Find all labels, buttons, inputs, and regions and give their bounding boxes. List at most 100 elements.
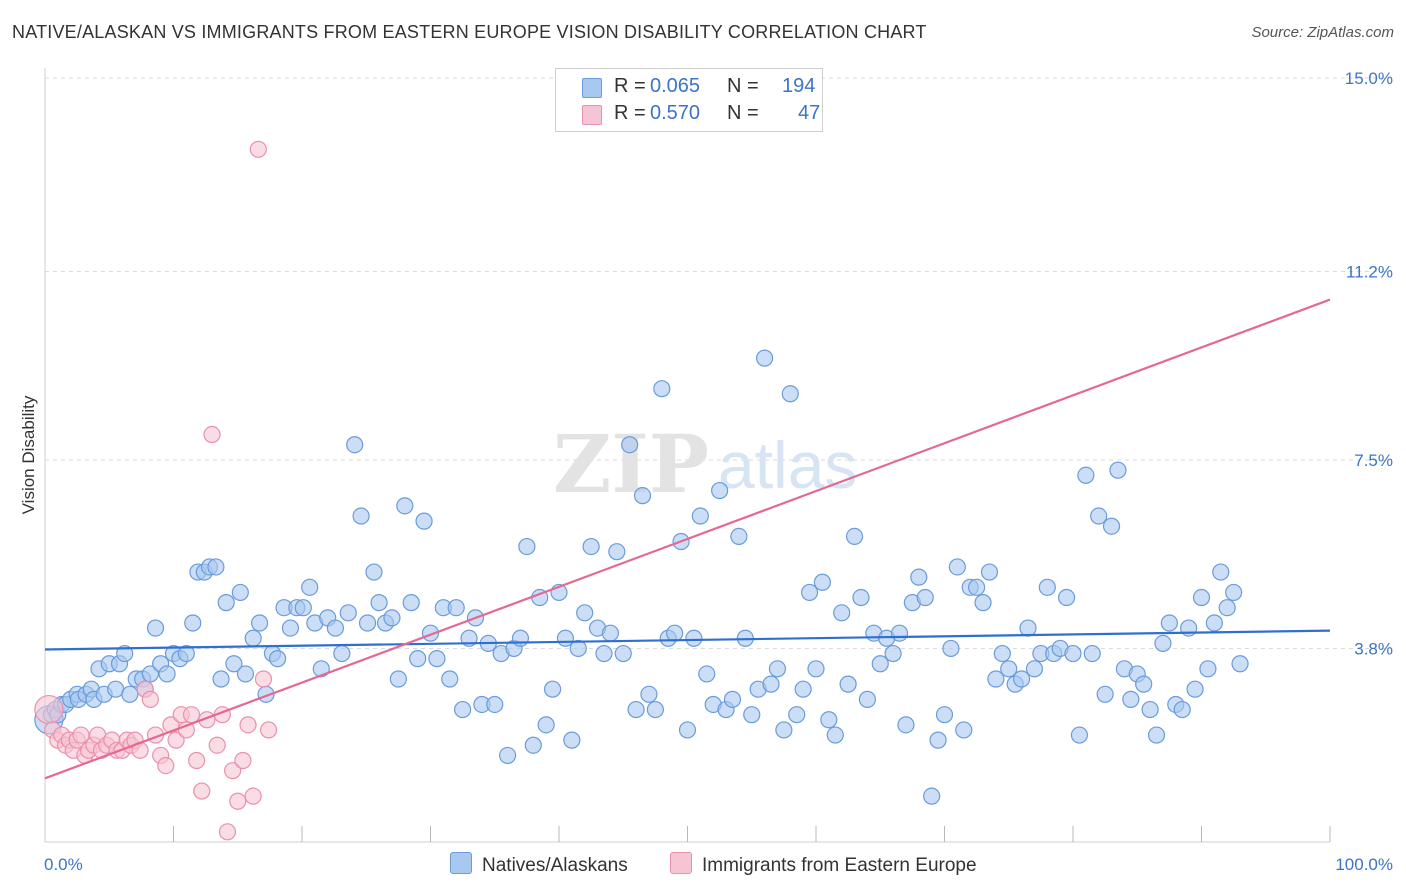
natives-point: [1122, 690, 1140, 708]
x-tick-label: 0.0%: [44, 855, 83, 874]
natives-point: [250, 614, 269, 632]
natives-point: [691, 507, 709, 525]
natives-point: [1102, 517, 1121, 535]
natives-point: [627, 700, 645, 719]
natives-point: [762, 675, 780, 693]
natives-point: [788, 706, 806, 724]
natives-point: [326, 619, 345, 637]
natives-point: [935, 706, 954, 724]
natives-point: [217, 594, 235, 612]
natives-point: [121, 685, 139, 703]
y-axis-title: Vision Disability: [19, 395, 38, 514]
immigrants-point: [244, 787, 262, 805]
natives-point: [646, 700, 664, 719]
immigrants-point: [167, 731, 185, 749]
natives-point: [980, 563, 999, 581]
natives-point: [365, 563, 383, 581]
immigrants-point: [193, 782, 211, 800]
natives-point: [955, 721, 973, 739]
legend-swatch-blue: [582, 78, 602, 98]
natives-point: [1218, 599, 1236, 617]
natives-point: [781, 385, 799, 403]
natives-point: [212, 670, 230, 688]
natives-point: [511, 629, 530, 647]
natives-point: [454, 700, 472, 719]
natives-point: [1212, 563, 1230, 581]
immigrants-point: [157, 756, 175, 775]
natives-point: [858, 690, 877, 708]
natives-point: [711, 481, 729, 500]
natives-point: [916, 588, 934, 607]
immigrants-point: [259, 721, 278, 739]
natives-point: [370, 594, 388, 612]
natives-point: [1057, 588, 1076, 607]
natives-point: [1096, 685, 1114, 703]
natives-point: [1090, 507, 1108, 525]
immigrants-point: [229, 792, 247, 810]
natives-point: [358, 614, 377, 632]
natives-point: [236, 665, 255, 683]
natives-point: [301, 578, 319, 596]
natives-point: [158, 665, 176, 683]
source-label: Source: ZipAtlas.com: [1251, 24, 1394, 41]
natives-point: [640, 685, 658, 703]
natives-point: [428, 650, 446, 668]
natives-point: [897, 716, 915, 734]
natives-point: [543, 680, 562, 698]
legend-n-value: 47: [798, 102, 821, 124]
natives-point: [884, 644, 902, 663]
natives-point: [1147, 726, 1166, 744]
natives-point: [633, 487, 652, 505]
immigrants-point: [188, 751, 206, 770]
natives-point: [268, 650, 287, 668]
watermark-atlas: atlas: [718, 428, 857, 502]
natives-point: [813, 573, 832, 591]
natives-point: [518, 537, 536, 556]
natives-point: [1231, 655, 1249, 673]
series-swatch-blue: [450, 852, 472, 874]
immigrants-point: [254, 670, 273, 688]
natives-trend-line: [44, 629, 1331, 651]
natives-point: [1135, 675, 1153, 693]
natives-point: [116, 644, 134, 663]
legend-r-value: 0.570: [650, 102, 701, 124]
natives-point: [755, 349, 774, 367]
immigrants-point: [218, 823, 237, 841]
natives-point: [923, 787, 941, 805]
natives-point: [910, 568, 928, 586]
legend-r-label: R =: [614, 75, 646, 97]
natives-point: [447, 599, 465, 617]
legend-n-label: N =: [727, 102, 759, 124]
natives-point: [974, 594, 992, 612]
legend-n-value: 194: [782, 75, 816, 97]
natives-point: [339, 604, 357, 622]
y-tick-label: 11.2%: [1346, 263, 1393, 282]
natives-point: [768, 660, 787, 678]
series-immigrants-points: [34, 140, 278, 841]
natives-point: [653, 380, 671, 398]
natives-point: [1025, 660, 1044, 678]
natives-point: [1173, 700, 1191, 719]
series-swatch-pink: [670, 852, 692, 874]
chart-title: NATIVE/ALASKAN VS IMMIGRANTS FROM EASTER…: [12, 22, 927, 42]
watermark-zip: ZIP: [553, 417, 709, 511]
tick-labels: 3.8% 7.5% 11.2% 15.0% 0.0% 100.0%: [44, 69, 1393, 874]
immigrants-point: [208, 736, 226, 754]
natives-point: [524, 736, 542, 754]
natives-point: [486, 695, 504, 714]
immigrants-point: [224, 762, 242, 780]
natives-point: [1019, 619, 1037, 637]
natives-point: [775, 721, 793, 739]
natives-point: [409, 650, 427, 668]
series-legend-immigrants: Immigrants from Eastern Europe: [670, 852, 977, 877]
natives-point: [601, 624, 620, 642]
natives-point: [389, 670, 407, 688]
natives-point: [1160, 614, 1178, 632]
natives-point: [396, 497, 414, 515]
immigrants-point: [72, 726, 90, 744]
natives-point: [281, 619, 300, 637]
natives-point: [1141, 700, 1159, 719]
natives-point: [839, 675, 857, 693]
natives-point: [743, 706, 761, 724]
natives-point: [968, 578, 986, 596]
